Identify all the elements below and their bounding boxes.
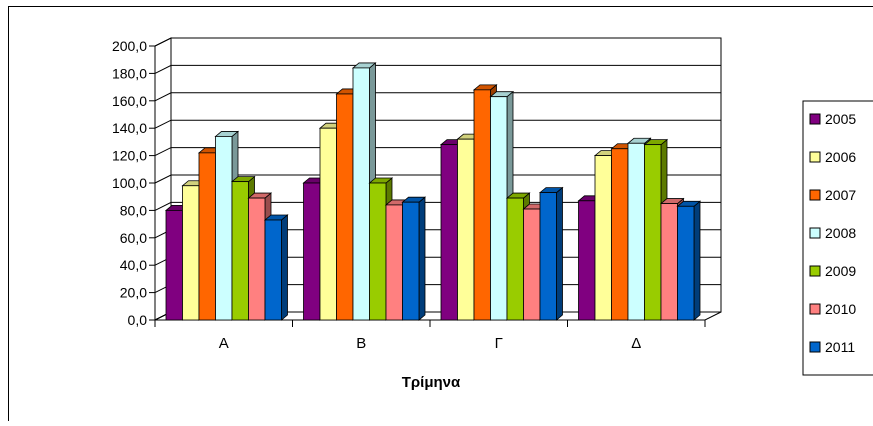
y-tick-label: 20,0 bbox=[120, 285, 147, 301]
legend-label: 2011 bbox=[825, 339, 855, 355]
y-tick-label: 140,0 bbox=[112, 120, 147, 136]
legend-swatch bbox=[810, 152, 820, 162]
x-tick-label: Γ bbox=[495, 335, 503, 352]
y-tick-label: 160,0 bbox=[112, 93, 147, 109]
legend: 2005 2006 2007 2008 2009 2010 2011 bbox=[803, 101, 873, 375]
legend-swatch bbox=[810, 190, 820, 200]
x-tick-label: Δ bbox=[631, 335, 641, 352]
legend-label: 2005 bbox=[825, 111, 856, 127]
legend-swatch bbox=[810, 342, 820, 352]
legend-label: 2008 bbox=[825, 225, 856, 241]
legend-swatch bbox=[810, 266, 820, 276]
y-tick-label: 100,0 bbox=[112, 175, 147, 191]
legend-swatch bbox=[810, 304, 820, 314]
x-tick-label: Α bbox=[219, 335, 229, 352]
y-tick-label: 60,0 bbox=[120, 230, 147, 246]
bar-2011-Α bbox=[265, 215, 288, 320]
y-tick-label: 120,0 bbox=[112, 148, 147, 164]
legend-label: 2006 bbox=[825, 149, 856, 165]
y-tick-label: 40,0 bbox=[120, 257, 147, 273]
x-tick-label: Β bbox=[356, 335, 366, 352]
x-axis-title: Τρίμηνα bbox=[402, 374, 461, 391]
legend-swatch bbox=[810, 114, 820, 124]
y-tick-label: 0,0 bbox=[128, 312, 148, 328]
y-tick-label: 200,0 bbox=[112, 38, 147, 54]
bar-2011-Δ bbox=[678, 201, 701, 320]
bar-2011-Γ bbox=[540, 188, 563, 320]
legend-label: 2009 bbox=[825, 263, 856, 279]
legend-label: 2010 bbox=[825, 301, 856, 317]
legend-label: 2007 bbox=[825, 187, 856, 203]
bar-2011-Β bbox=[403, 197, 426, 320]
legend-swatch bbox=[810, 228, 820, 238]
y-tick-label: 80,0 bbox=[120, 202, 147, 218]
y-tick-label: 180,0 bbox=[112, 65, 147, 81]
